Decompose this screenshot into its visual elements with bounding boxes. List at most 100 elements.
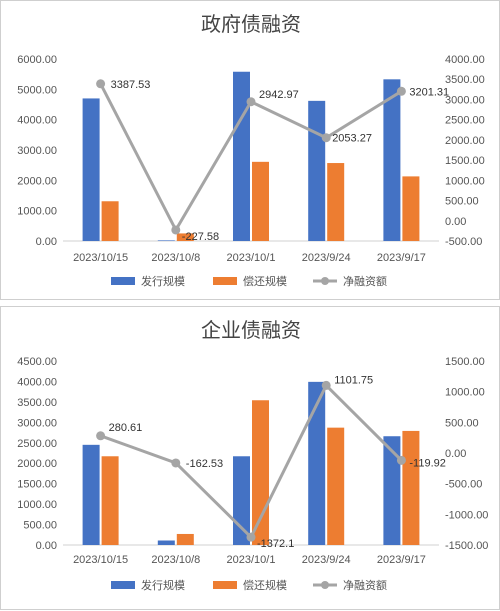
y-right-tick-label: 4000.00 [445, 54, 485, 66]
y-left-tick-label: 0.00 [36, 540, 57, 552]
y-right-tick-label: 1000.00 [445, 387, 485, 399]
y-left-tick-label: 4000.00 [17, 115, 57, 127]
y-right-tick-label: -1500.00 [445, 540, 488, 552]
y-right-tick-label: 500.00 [445, 417, 479, 429]
data-label: 3387.53 [111, 79, 151, 91]
bar-repayment [101, 456, 119, 545]
legend-label: 发行规模 [141, 274, 185, 288]
bar-repayment [101, 201, 119, 241]
net-financing-point [96, 431, 106, 441]
legend-marker-net-financing [321, 581, 329, 589]
bar-issuance [157, 240, 175, 241]
x-tick-label: 2023/9/17 [377, 554, 426, 566]
y-right-tick-label: 3000.00 [445, 94, 485, 106]
y-left-tick-label: 500.00 [23, 520, 57, 532]
x-tick-label: 2023/10/15 [73, 554, 128, 566]
net-financing-point [246, 532, 256, 542]
legend-label: 偿还规模 [243, 578, 287, 592]
legend-swatch-repayment [213, 277, 237, 285]
bar-issuance [383, 79, 401, 241]
y-right-tick-label: 2500.00 [445, 115, 485, 127]
data-label: 1101.75 [334, 374, 373, 386]
y-right-tick-label: -500.00 [445, 479, 482, 491]
chart-title: 政府债融资 [201, 12, 301, 36]
bar-repayment [402, 176, 420, 241]
y-left-tick-label: 1000.00 [17, 206, 57, 218]
y-left-tick-label: 1000.00 [17, 499, 57, 511]
data-label: 280.61 [109, 422, 143, 434]
y-left-tick-label: 3000.00 [17, 417, 57, 429]
x-tick-label: 2023/10/15 [73, 252, 128, 264]
x-tick-label: 2023/10/1 [227, 252, 276, 264]
bar-repayment [327, 427, 345, 545]
net-financing-point [321, 380, 331, 390]
bar-issuance [82, 98, 100, 241]
bar-issuance [308, 100, 326, 241]
legend-label: 净融资额 [343, 578, 387, 592]
data-label: 2942.97 [259, 89, 299, 101]
legend-swatch-repayment [213, 581, 237, 589]
y-right-tick-label: 3500.00 [445, 74, 485, 86]
y-right-tick-label: 500.00 [445, 196, 479, 208]
bar-issuance [82, 444, 100, 545]
data-label: -162.53 [186, 458, 223, 470]
data-label: -1372.1 [257, 538, 294, 550]
bar-repayment [402, 430, 420, 545]
bar-repayment [252, 161, 269, 241]
y-right-tick-label: 1500.00 [445, 356, 485, 368]
x-tick-label: 2023/9/17 [377, 252, 426, 264]
x-tick-label: 2023/9/24 [302, 252, 351, 264]
legend-swatch-issuance [111, 277, 135, 285]
y-left-tick-label: 2500.00 [17, 438, 57, 450]
y-left-tick-label: 0.00 [36, 236, 57, 248]
y-left-tick-label: 4500.00 [17, 356, 57, 368]
net-financing-point [396, 86, 406, 96]
gov-bond-chart-panel: 政府债融资 0.00 1000.00 2000.00 3000.00 4000.00 50… [0, 0, 500, 300]
data-label: 2053.27 [332, 133, 372, 145]
corp-bond-chart: 企业债融资 0.00 500.00 1000.00 1500.00 2000.00 250… [17, 318, 488, 592]
y-left-tick-label: 4000.00 [17, 376, 57, 388]
gov-bond-chart: 政府债融资 0.00 1000.00 2000.00 3000.00 4000.00 50… [17, 12, 485, 288]
legend-label: 偿还规模 [243, 274, 287, 288]
bar-repayment [176, 233, 194, 241]
y-right-tick-label: -1000.00 [445, 509, 488, 521]
x-tick-label: 2023/9/24 [302, 554, 351, 566]
y-left-tick-label: 3500.00 [17, 397, 57, 409]
net-financing-point [96, 79, 106, 89]
corp-bond-chart-panel: 企业债融资 0.00 500.00 1000.00 1500.00 2000.00 250… [0, 306, 500, 610]
bar-repayment [252, 400, 269, 545]
data-label: -119.92 [409, 457, 446, 469]
net-financing-point [396, 455, 406, 465]
x-tick-label: 2023/10/8 [151, 252, 200, 264]
bar-issuance [233, 71, 250, 242]
legend-label: 发行规模 [141, 578, 185, 592]
y-right-tick-label: 0.00 [445, 216, 466, 228]
y-right-tick-label: 2000.00 [445, 135, 485, 147]
y-left-tick-label: 3000.00 [17, 145, 57, 157]
net-financing-line [100, 383, 403, 539]
net-financing-point [171, 225, 181, 235]
y-right-tick-label: 1000.00 [445, 175, 485, 187]
x-tick-label: 2023/10/1 [227, 554, 276, 566]
y-left-tick-label: 6000.00 [17, 54, 57, 66]
chart-title: 企业债融资 [201, 318, 301, 342]
legend-swatch-issuance [111, 581, 135, 589]
y-left-tick-label: 1500.00 [17, 479, 57, 491]
y-left-tick-label: 2000.00 [17, 175, 57, 187]
net-financing-point [321, 133, 331, 143]
bar-issuance [383, 436, 401, 545]
y-right-tick-label: -500.00 [445, 236, 482, 248]
net-financing-point [246, 97, 256, 107]
bar-repayment [176, 533, 194, 545]
y-right-tick-label: 0.00 [445, 448, 466, 460]
y-left-tick-label: 5000.00 [17, 84, 57, 96]
net-financing-point [171, 458, 181, 468]
bar-issuance [157, 540, 175, 545]
data-label: 3201.31 [409, 86, 449, 98]
data-label: -227.58 [182, 231, 219, 243]
y-right-tick-label: 1500.00 [445, 155, 485, 167]
bar-repayment [327, 163, 345, 241]
x-tick-label: 2023/10/8 [151, 554, 200, 566]
bar-issuance [308, 381, 326, 545]
legend-label: 净融资额 [343, 274, 387, 288]
